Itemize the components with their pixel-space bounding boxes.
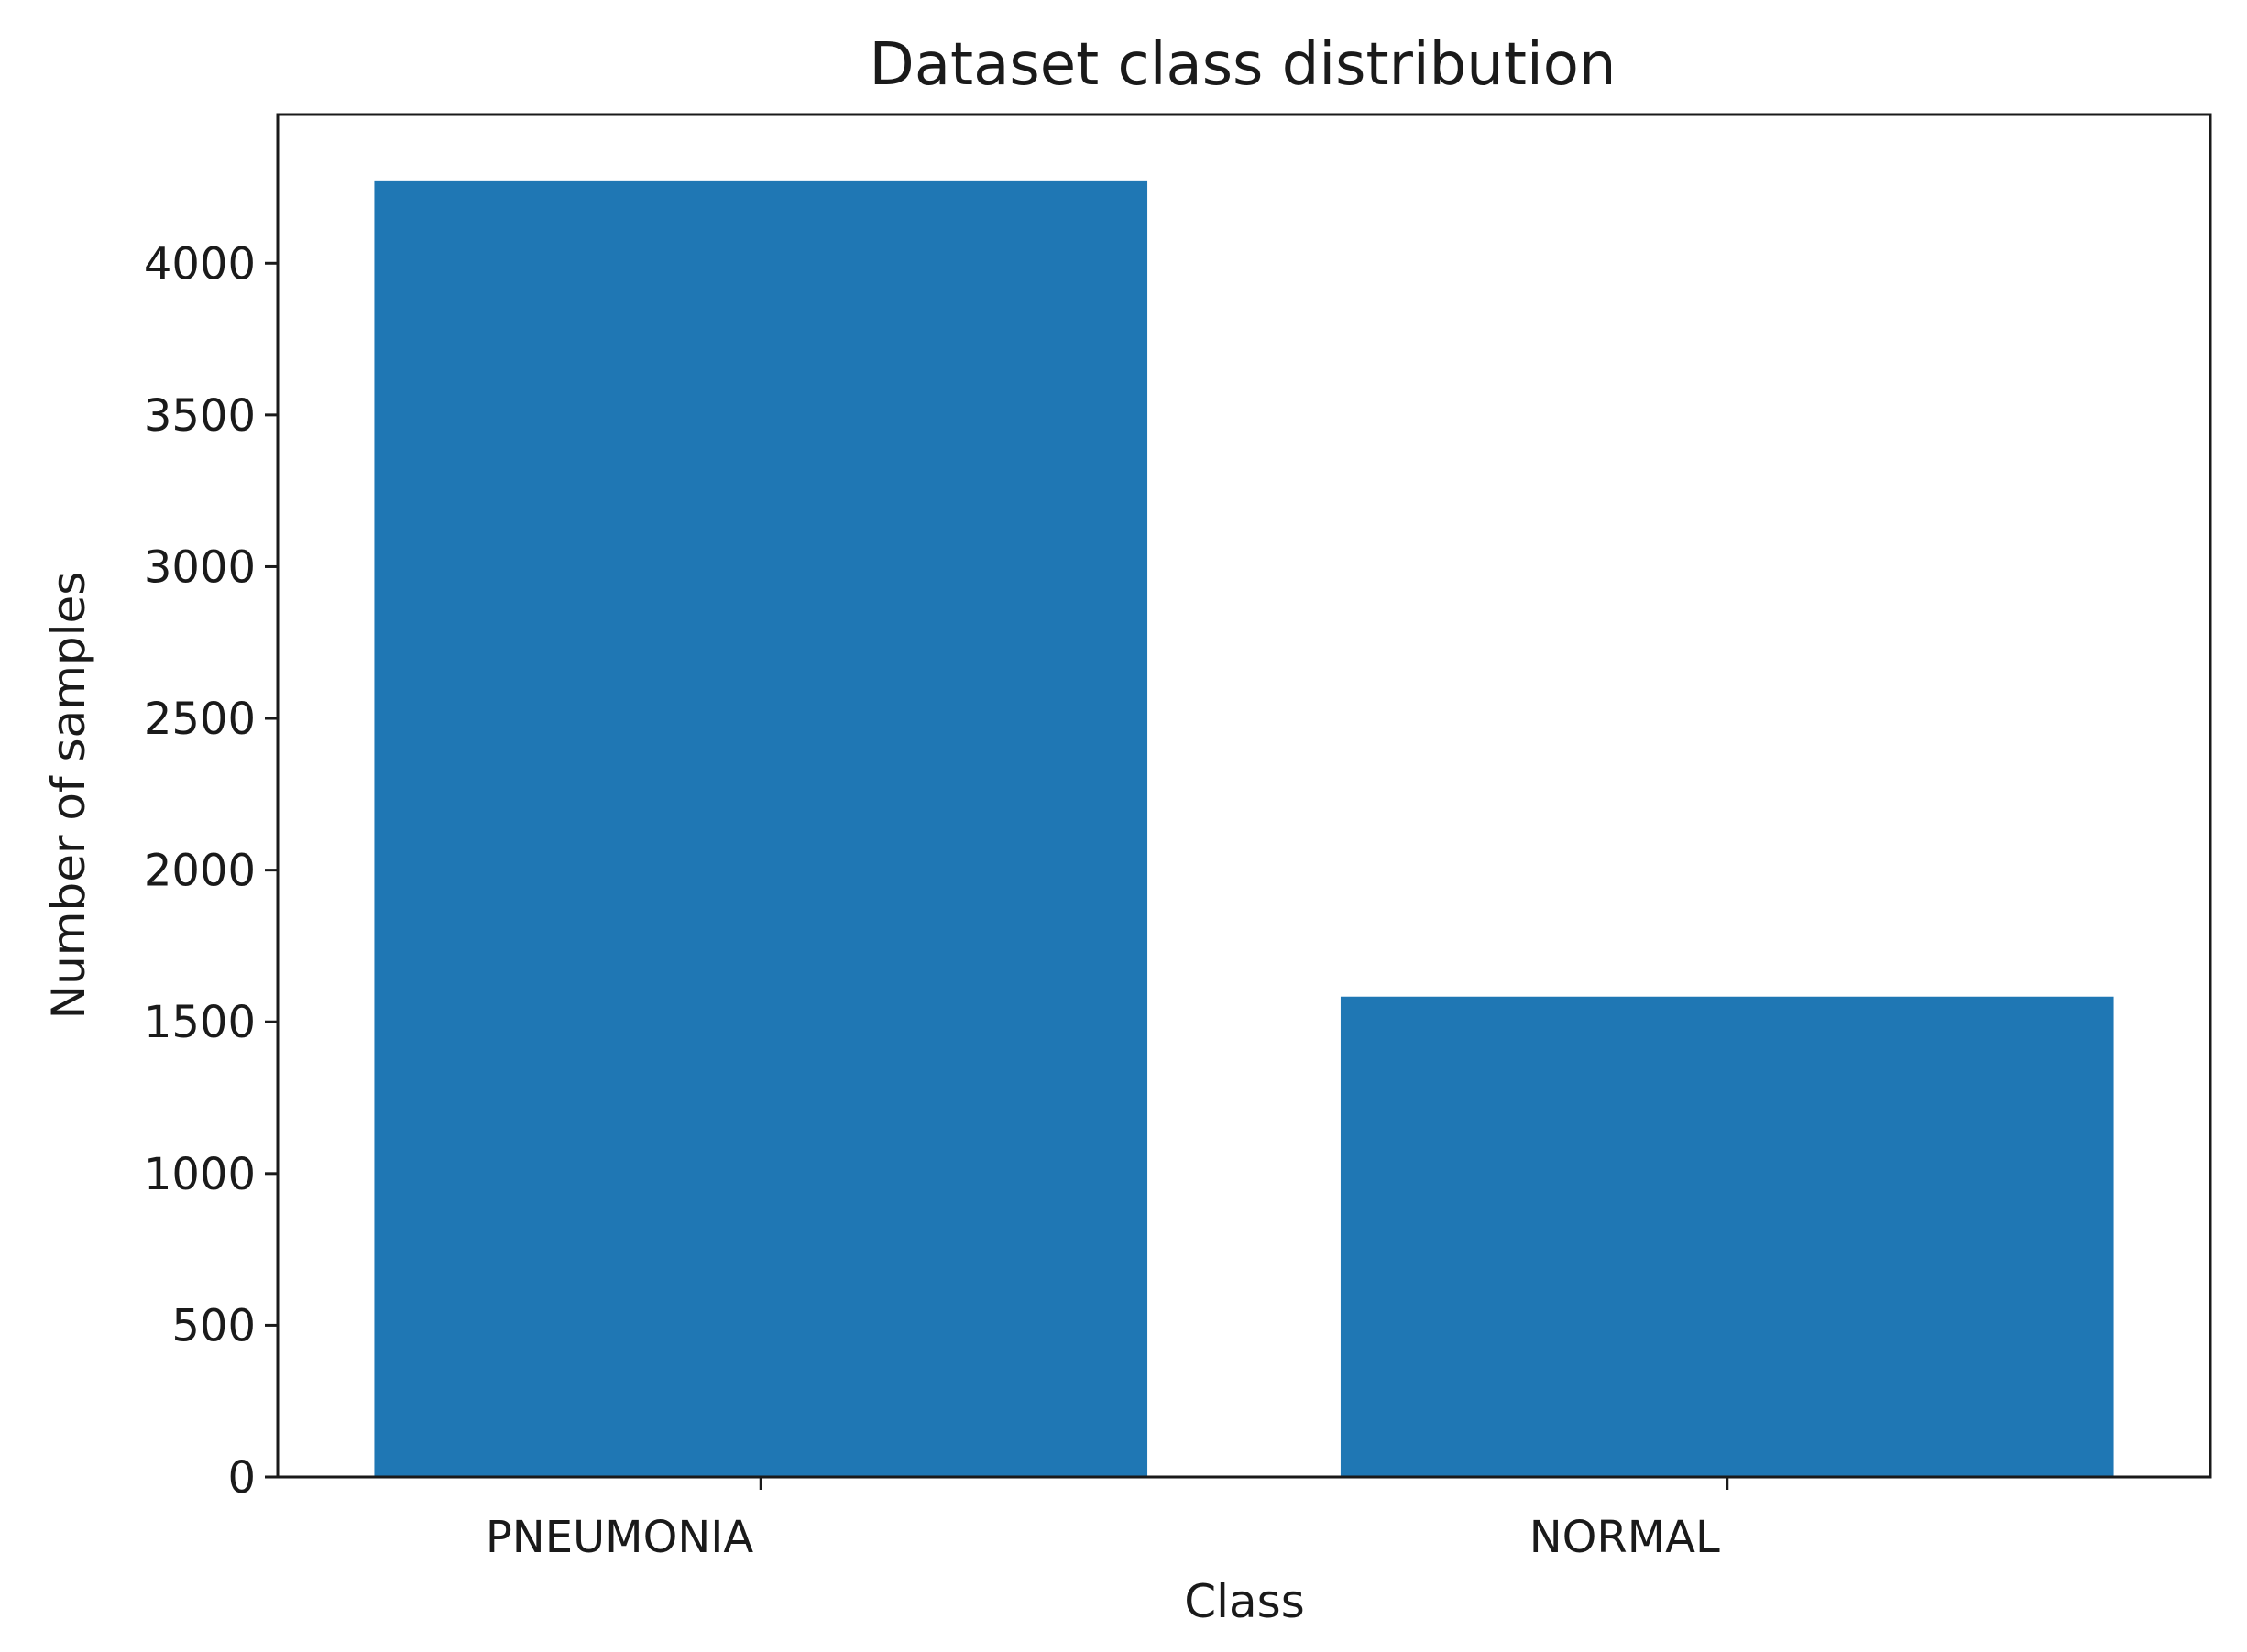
bar-pneumonia (374, 180, 1148, 1477)
y-tick-label: 4000 (144, 238, 256, 290)
bar-normal (1340, 996, 2114, 1477)
plot-frame (276, 113, 2212, 1479)
y-tick-label: 1000 (144, 1149, 256, 1200)
x-tick-label: NORMAL (1529, 1512, 1720, 1563)
y-tick-label: 1500 (144, 997, 256, 1048)
y-axis-label: Number of samples (42, 572, 95, 1020)
bars-group (374, 180, 2114, 1477)
y-tick-label: 2500 (144, 694, 256, 745)
y-tick-label: 2000 (144, 846, 256, 897)
x-axis-ticks: PNEUMONIA NORMAL (486, 1477, 1729, 1563)
x-tick-label: PNEUMONIA (486, 1512, 754, 1563)
y-tick-label: 0 (227, 1452, 256, 1504)
y-tick-label: 3000 (144, 542, 256, 593)
chart-title: Dataset class distribution (870, 31, 1617, 99)
y-tick-label: 3500 (144, 390, 256, 442)
x-axis-label: Class (1184, 1575, 1305, 1628)
y-axis-ticks: 0 500 1000 1500 2000 2500 3000 3500 4000 (144, 238, 278, 1504)
y-tick-label: 500 (171, 1300, 256, 1351)
